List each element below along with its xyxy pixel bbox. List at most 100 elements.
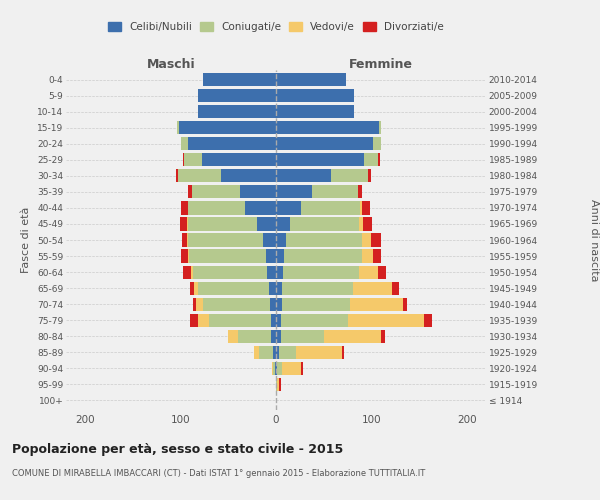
Bar <box>209 314 271 327</box>
Bar <box>193 298 196 310</box>
Bar <box>378 153 380 166</box>
Bar <box>362 250 373 262</box>
Bar <box>362 202 370 214</box>
Y-axis label: Anni di nascita: Anni di nascita <box>589 198 599 281</box>
Bar <box>202 153 276 166</box>
Bar <box>189 250 265 262</box>
Bar <box>283 266 359 278</box>
Bar <box>347 314 424 327</box>
Bar <box>188 250 189 262</box>
Bar <box>276 282 282 294</box>
Bar <box>276 186 312 198</box>
Bar <box>279 346 296 359</box>
Bar <box>279 378 281 391</box>
Bar <box>194 282 198 294</box>
Bar <box>290 218 359 230</box>
Bar <box>269 282 276 294</box>
Bar <box>276 250 284 262</box>
Bar <box>342 346 344 359</box>
Bar <box>188 186 192 198</box>
Bar <box>276 153 364 166</box>
Bar <box>276 378 277 391</box>
Bar <box>276 73 346 86</box>
Bar <box>312 186 358 198</box>
Bar <box>378 266 386 278</box>
Bar <box>193 266 268 278</box>
Bar <box>276 314 281 327</box>
Bar <box>282 298 350 310</box>
Bar <box>276 170 331 182</box>
Bar <box>276 89 354 102</box>
Bar <box>240 186 276 198</box>
Bar <box>403 298 407 310</box>
Bar <box>281 314 347 327</box>
Legend: Celibi/Nubili, Coniugati/e, Vedovi/e, Divorziati/e: Celibi/Nubili, Coniugati/e, Vedovi/e, Di… <box>104 18 448 36</box>
Bar <box>192 186 240 198</box>
Bar <box>196 298 203 310</box>
Bar <box>228 330 238 343</box>
Bar <box>324 330 381 343</box>
Bar <box>178 170 221 182</box>
Bar <box>203 73 276 86</box>
Bar <box>363 218 373 230</box>
Bar <box>188 137 276 150</box>
Bar <box>371 234 381 246</box>
Bar <box>392 282 399 294</box>
Bar <box>381 330 385 343</box>
Text: Maschi: Maschi <box>146 58 196 71</box>
Bar <box>276 218 290 230</box>
Bar <box>276 121 379 134</box>
Bar <box>184 153 202 166</box>
Bar <box>176 170 178 182</box>
Bar <box>360 202 362 214</box>
Bar <box>296 346 342 359</box>
Bar <box>198 282 269 294</box>
Bar <box>282 282 353 294</box>
Bar <box>198 314 209 327</box>
Bar <box>245 202 276 214</box>
Bar <box>331 170 368 182</box>
Bar <box>177 121 179 134</box>
Bar <box>276 346 279 359</box>
Bar <box>359 218 363 230</box>
Bar <box>359 266 378 278</box>
Text: Femmine: Femmine <box>349 58 413 71</box>
Bar <box>221 170 276 182</box>
Bar <box>275 362 276 375</box>
Bar <box>198 105 276 118</box>
Bar <box>358 186 362 198</box>
Bar <box>271 330 276 343</box>
Bar <box>273 346 276 359</box>
Bar <box>273 362 275 375</box>
Bar <box>263 234 276 246</box>
Bar <box>268 266 276 278</box>
Bar <box>350 298 403 310</box>
Bar <box>271 314 276 327</box>
Bar <box>190 282 194 294</box>
Bar <box>272 362 273 375</box>
Bar <box>364 153 378 166</box>
Bar <box>188 234 263 246</box>
Bar <box>203 298 270 310</box>
Bar <box>277 362 282 375</box>
Bar <box>181 202 188 214</box>
Bar <box>179 218 187 230</box>
Bar <box>265 250 276 262</box>
Y-axis label: Fasce di età: Fasce di età <box>22 207 31 273</box>
Bar <box>276 266 283 278</box>
Bar <box>276 105 354 118</box>
Bar <box>181 250 188 262</box>
Bar <box>179 121 276 134</box>
Bar <box>187 218 188 230</box>
Bar <box>276 298 282 310</box>
Bar <box>191 266 193 278</box>
Bar <box>188 202 245 214</box>
Text: COMUNE DI MIRABELLA IMBACCARI (CT) - Dati ISTAT 1° gennaio 2015 - Elaborazione T: COMUNE DI MIRABELLA IMBACCARI (CT) - Dat… <box>12 469 425 478</box>
Bar <box>282 362 301 375</box>
Bar <box>301 362 303 375</box>
Bar <box>238 330 271 343</box>
Bar <box>276 330 281 343</box>
Bar <box>182 234 187 246</box>
Bar <box>276 234 286 246</box>
Bar <box>353 282 392 294</box>
